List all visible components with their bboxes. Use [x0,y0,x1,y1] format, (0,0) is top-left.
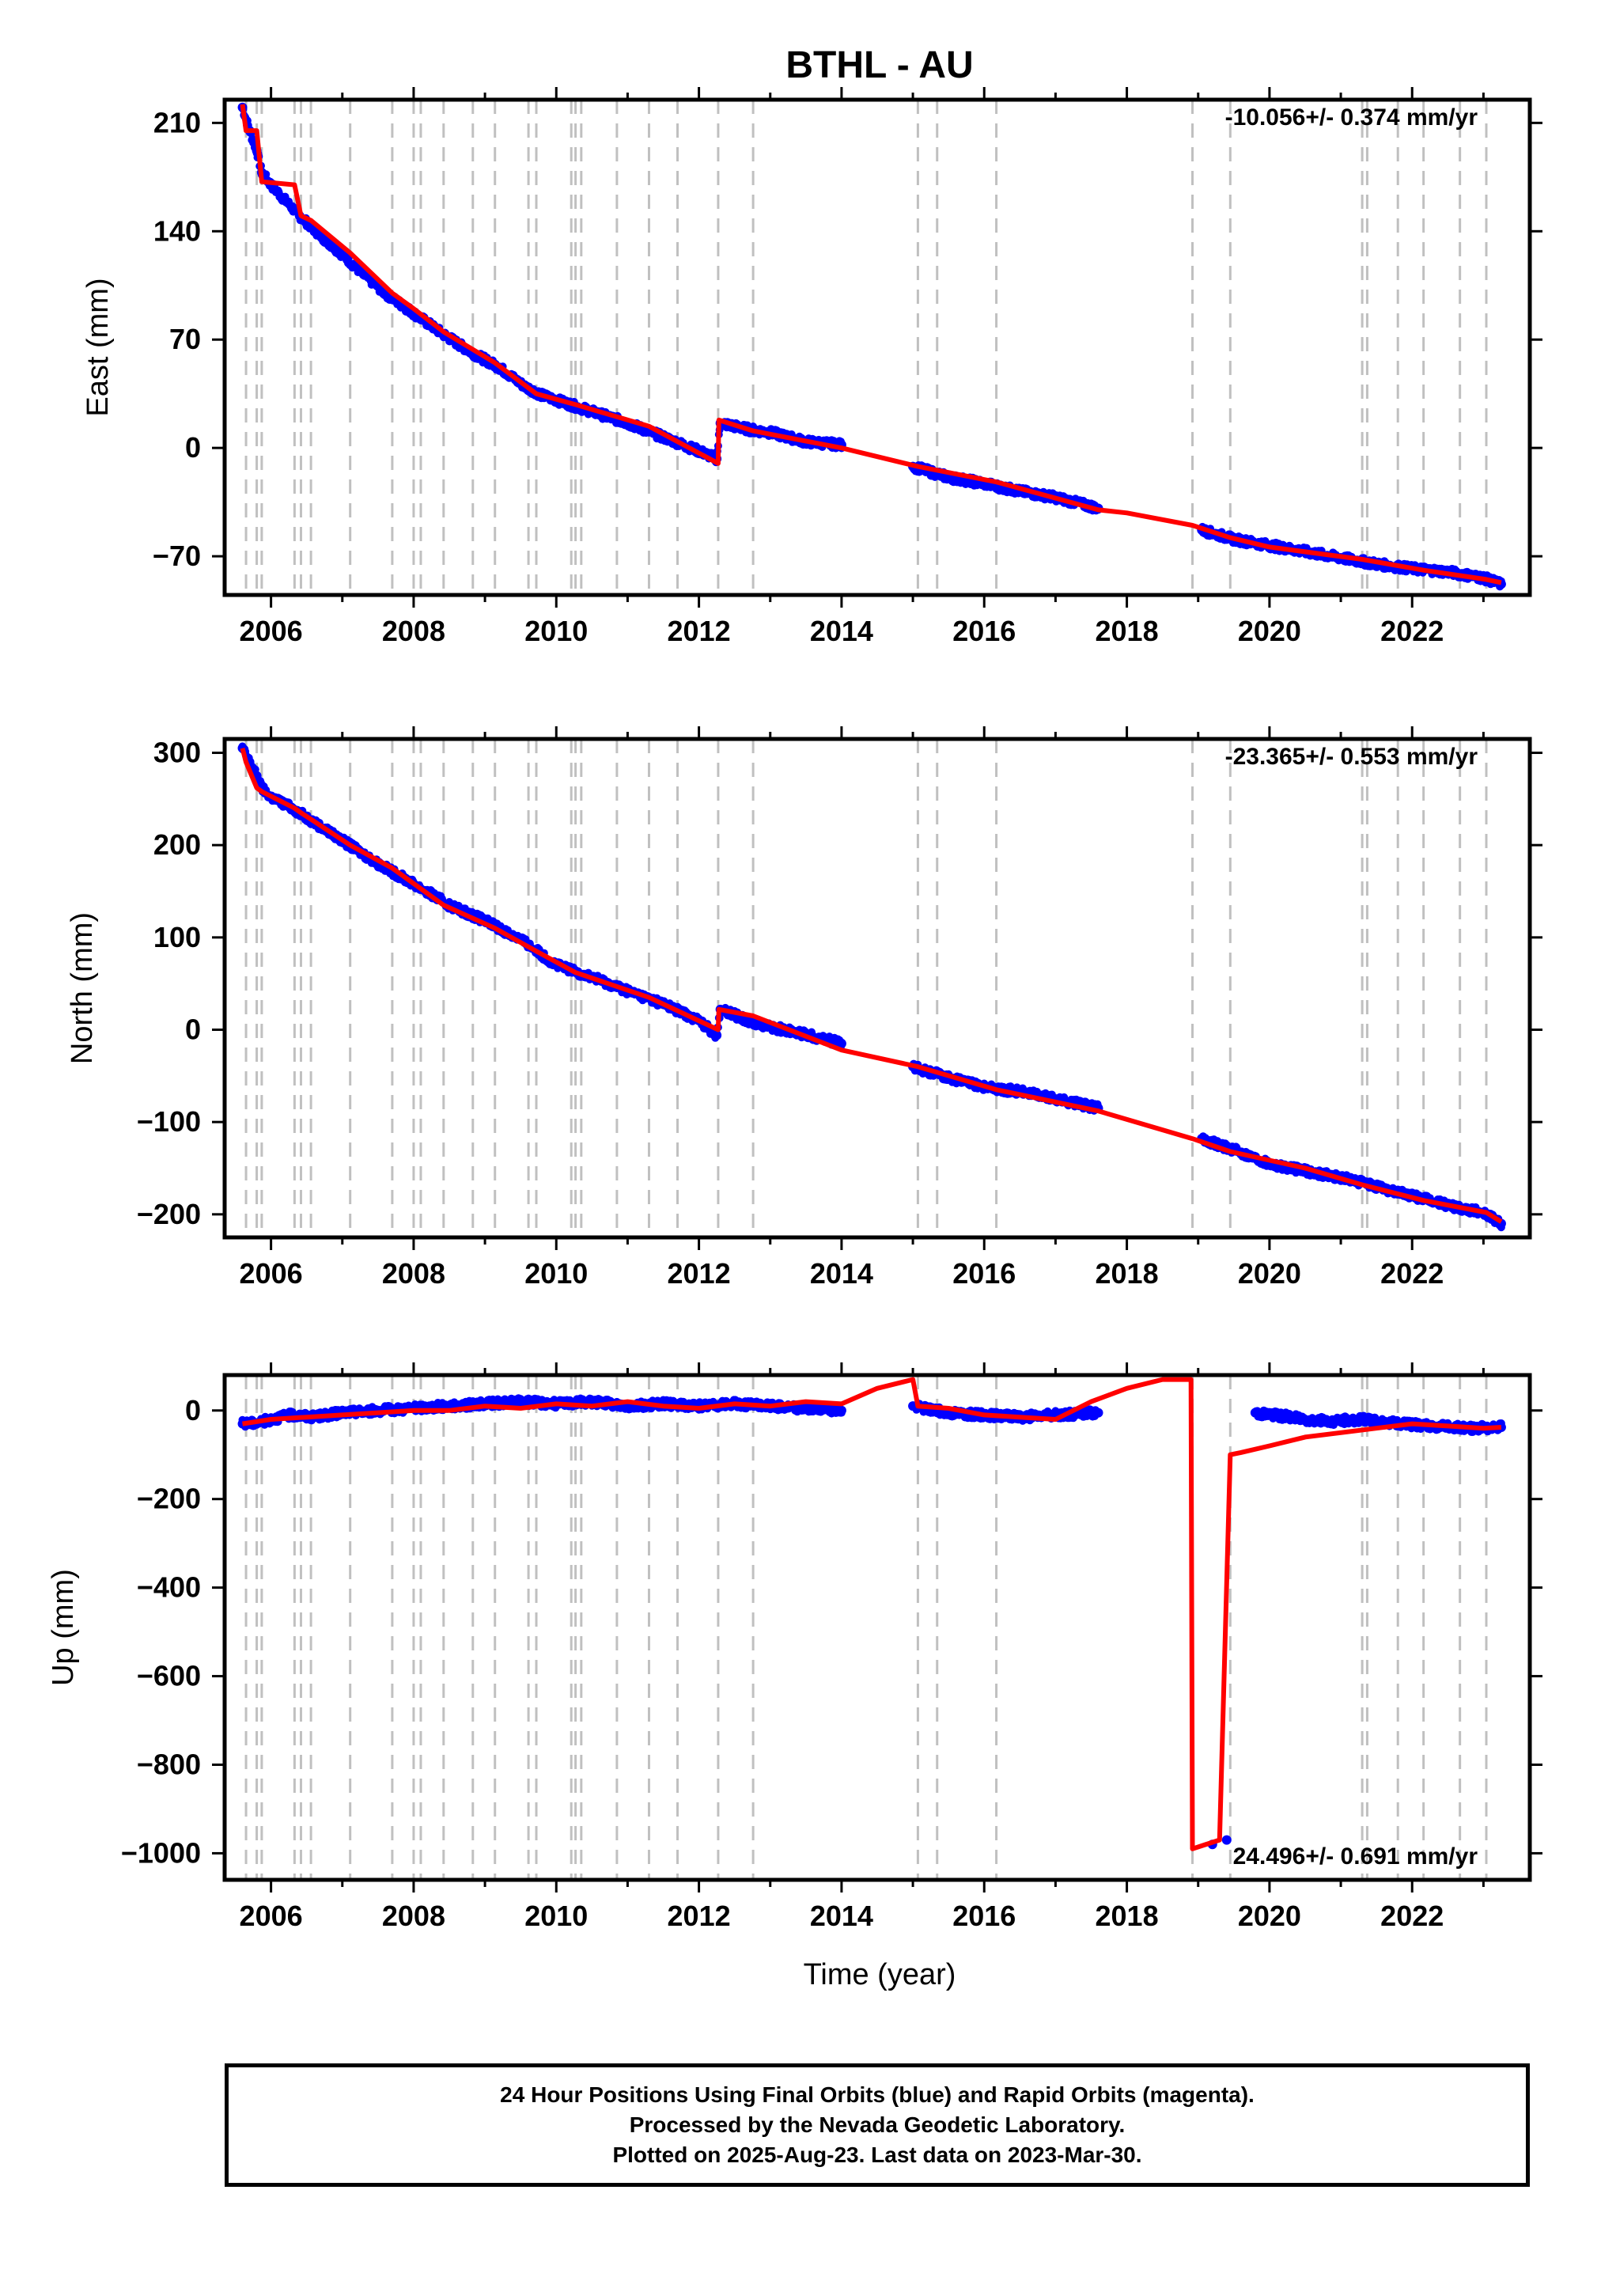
caption-line-2: Processed by the Nevada Geodetic Laborat… [629,2112,1126,2137]
x-tick-label: 2016 [952,615,1016,647]
x-tick-label: 2014 [810,1257,873,1290]
y-tick-label: −100 [137,1105,201,1138]
data-point-anchor [1093,1408,1103,1418]
data-points-up [238,1394,1505,1436]
x-tick-label: 2018 [1096,615,1159,647]
panel-frame-north [222,737,1532,1240]
caption-line-1: 24 Hour Positions Using Final Orbits (bl… [500,2082,1255,2107]
y-tick-label: 300 [153,737,201,769]
x-tick-label: 2014 [810,1900,873,1932]
model-line-east [240,104,1502,585]
x-axis-label: Time (year) [804,1958,956,1991]
x-tick-label: 2012 [668,1257,731,1290]
y-axis-label-up: Up (mm) [47,1569,80,1686]
x-tick-label: 2020 [1238,615,1301,647]
data-point-anchor [1285,1412,1296,1423]
y-tick-label: 210 [153,106,201,138]
x-tick-label: 2020 [1238,1900,1301,1932]
data-points-north [238,742,1505,1232]
x-tick-label: 2014 [810,615,873,647]
plot-area-up [237,1375,1506,1880]
x-tick-label: 2006 [240,1257,303,1290]
data-point-anchor [1357,1414,1368,1424]
data-point-anchor [712,1030,722,1040]
y-tick-label: −1000 [121,1836,201,1869]
y-tick-label: 70 [169,323,201,355]
rate-label-up: 24.496+/- 0.691 mm/yr [1233,1843,1478,1870]
panel-north: 2006 2008 2010 2012 2014 2016 2018 2020 2022 −200… [66,726,1542,1290]
x-tick-label: 2018 [1096,1900,1159,1932]
y-tick-label: 100 [153,921,201,953]
x-tick-label: 2018 [1096,1257,1159,1290]
data-point-anchor [744,1015,754,1025]
caption-box: 24 Hour Positions Using Final Orbits (bl… [225,2063,1530,2187]
x-tick-label: 2022 [1380,1257,1444,1290]
y-tick-label: 0 [185,1394,201,1426]
rate-label-north: -23.365+/- 0.553 mm/yr [1225,744,1478,770]
x-tick-label: 2016 [952,1257,1016,1290]
panel-east: 2006 2008 2010 2012 2014 2016 2018 2020 2022 −70 0… [81,87,1542,647]
y-tick-label: −200 [137,1198,201,1230]
rate-label-east: -10.056+/- 0.374 mm/yr [1225,104,1478,131]
y-axis-label-east: East (mm) [81,278,115,416]
x-tick-label: 2006 [240,615,303,647]
data-point-anchor [516,1396,526,1407]
panel-frame-up [222,1373,1532,1882]
chart-title: BTHL - AU [785,44,973,86]
model-line-up [242,1377,1502,1851]
data-point-anchor [836,1039,846,1048]
x-tick-label: 2022 [1380,615,1444,647]
x-tick-label: 2022 [1380,1900,1444,1932]
plot-area-east [237,100,1506,595]
y-tick-label: −70 [153,540,201,572]
data-point-anchor [1250,1408,1260,1418]
y-tick-label: 200 [153,828,201,861]
y-tick-label: −800 [137,1748,201,1780]
y-tick-label: −200 [137,1483,201,1515]
x-tick-label: 2008 [382,1257,445,1290]
x-tick-label: 2012 [668,615,731,647]
x-tick-label: 2012 [668,1900,731,1932]
y-tick-label: −400 [137,1571,201,1604]
data-point-anchor [800,1403,811,1413]
x-tick-label: 2010 [524,1900,588,1932]
data-point-anchor [1322,1416,1332,1426]
panel-up: 2006 2008 2010 2012 2014 2016 2018 2020 2022 −100… [47,1362,1542,1932]
x-tick-label: 2008 [382,1900,445,1932]
data-point-anchor [1221,1835,1232,1845]
panel-frame-east [222,97,1532,597]
data-points-east [238,103,1505,591]
data-point-anchor [280,195,290,206]
data-point-anchor [358,270,369,280]
y-tick-label: 0 [185,431,201,464]
y-tick-label: 0 [185,1013,201,1046]
x-tick-label: 2020 [1238,1257,1301,1290]
x-tick-label: 2008 [382,615,445,647]
model-line-north [240,747,1503,1224]
data-point-anchor [836,1405,846,1415]
x-tick-label: 2006 [240,1900,303,1932]
x-tick-label: 2010 [524,1257,588,1290]
x-tick-label: 2010 [524,615,588,647]
plot-area-north [237,739,1506,1237]
x-tick-label: 2016 [952,1900,1016,1932]
y-tick-label: 140 [153,214,201,247]
y-axis-label-north: North (mm) [66,912,99,1064]
caption-line-3: Plotted on 2025-Aug-23. Last data on 202… [612,2143,1142,2167]
y-tick-label: −600 [137,1660,201,1692]
data-point-anchor [337,249,347,260]
